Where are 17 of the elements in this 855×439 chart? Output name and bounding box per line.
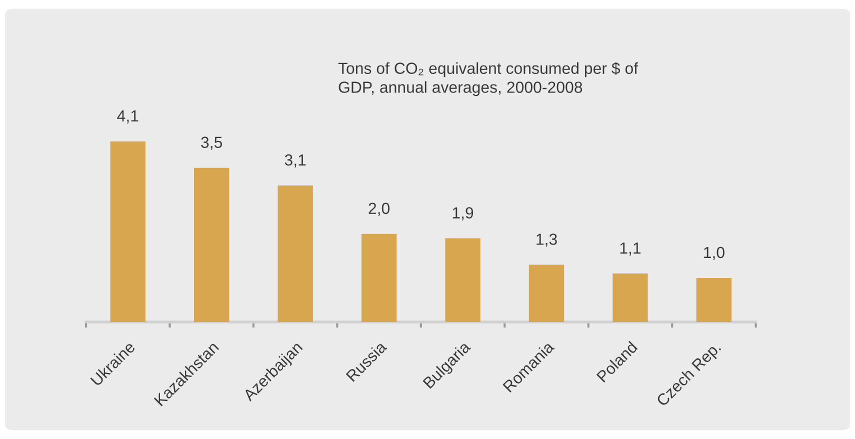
data-label: 3,5: [201, 136, 222, 150]
data-label: 1,3: [536, 234, 557, 247]
data-label: 2,0: [368, 202, 390, 216]
data-label: 1,9: [452, 207, 474, 220]
bar: [194, 168, 230, 322]
data-label: 4,1: [117, 110, 138, 124]
data-label: 1,0: [704, 246, 724, 260]
bar: [361, 234, 397, 322]
bar: [110, 141, 146, 322]
bar: [278, 185, 313, 322]
chart-title: Tons of CO₂ equivalent consumed per $ of GDP, annual averages, 2000-2008: [338, 62, 638, 96]
bar: [528, 264, 564, 322]
bar: [696, 278, 732, 322]
bar: [445, 238, 480, 322]
bar: [612, 274, 648, 322]
data-label: 3,1: [284, 154, 306, 168]
data-label: 1,1: [620, 242, 641, 256]
